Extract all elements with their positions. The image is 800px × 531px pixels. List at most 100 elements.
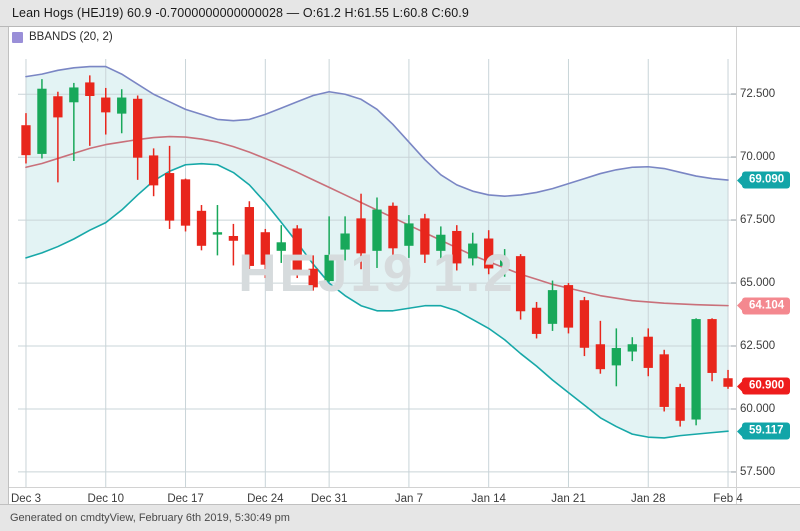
candlestick[interactable]	[515, 254, 526, 320]
candle-body	[595, 344, 606, 370]
candlestick[interactable]	[579, 296, 590, 357]
date-axis-tick-label: Dec 24	[247, 493, 284, 505]
candle-body	[563, 285, 574, 328]
price-axis-tick-label: 57.500	[740, 465, 776, 478]
candlestick[interactable]	[388, 202, 398, 261]
candlestick[interactable]	[212, 205, 223, 256]
candlestick[interactable]	[133, 95, 143, 180]
date-axis-tick-label: Dec 17	[167, 493, 204, 505]
candlestick[interactable]	[85, 75, 95, 146]
candlestick[interactable]	[707, 318, 717, 382]
candlestick[interactable]	[117, 89, 127, 134]
candlestick[interactable]	[595, 320, 606, 374]
candlestick[interactable]	[659, 349, 669, 412]
candle-body	[643, 336, 653, 368]
date-axis-line	[9, 487, 800, 488]
candle-body	[484, 238, 494, 269]
candle-body	[53, 96, 63, 118]
indicator-legend[interactable]: BBANDS (20, 2)	[12, 31, 113, 43]
candlestick[interactable]	[547, 280, 558, 331]
price-axis-tick-label: 65.000	[740, 277, 776, 290]
candle-body	[196, 210, 207, 246]
candle-body	[164, 173, 175, 221]
candle-body	[452, 230, 462, 264]
candlestick[interactable]	[196, 205, 207, 251]
price-axis-tick-label: 60.000	[740, 402, 776, 415]
candle-body	[499, 259, 510, 266]
candle-body	[180, 179, 191, 226]
candlestick[interactable]	[164, 145, 175, 229]
candlestick[interactable]	[244, 201, 255, 273]
candlestick[interactable]	[627, 337, 637, 362]
candlestick[interactable]	[53, 91, 63, 183]
candle-body	[707, 319, 717, 373]
candlestick[interactable]	[324, 216, 334, 282]
candle-body	[292, 228, 302, 271]
candlestick[interactable]	[292, 225, 302, 279]
price-axis-tick-mark	[731, 93, 736, 95]
candlestick[interactable]	[148, 148, 159, 197]
candlestick[interactable]	[499, 249, 510, 277]
candlestick[interactable]	[420, 213, 430, 263]
candle-body	[627, 344, 637, 352]
candlestick[interactable]	[563, 283, 574, 334]
price-axis: 72.500 70.000 67.500 65.000 62.500 60.000 57.5…	[731, 27, 800, 504]
candle-body	[21, 125, 31, 156]
price-axis-tick-mark	[731, 219, 736, 221]
candlestick[interactable]	[356, 193, 366, 270]
candlestick[interactable]	[180, 178, 191, 232]
candle-body	[276, 242, 286, 251]
candlestick[interactable]	[260, 228, 270, 279]
candle-body	[148, 155, 159, 186]
bollinger-bands-swatch-icon	[12, 31, 23, 43]
candlestick[interactable]	[611, 328, 621, 387]
price-axis-tick-mark	[731, 408, 736, 410]
candle-body	[436, 234, 446, 251]
price-axis-tick-mark	[731, 345, 736, 347]
date-axis-tick-label: Feb 4	[713, 493, 743, 505]
candle-body	[468, 243, 478, 259]
candlestick[interactable]	[675, 383, 685, 427]
candlestick[interactable]	[276, 225, 286, 263]
candle-body	[308, 268, 318, 288]
middle-band-value: 64.104	[736, 297, 791, 315]
candlestick[interactable]	[404, 215, 414, 258]
candle-body	[420, 218, 430, 255]
candlestick[interactable]	[468, 232, 478, 266]
candlestick[interactable]	[452, 225, 462, 271]
price-axis-divider	[736, 27, 737, 504]
footer-bar: Generated on cmdtyView, February 6th 201…	[0, 504, 800, 531]
upper-band-line	[25, 65, 729, 198]
candlestick[interactable]	[69, 82, 79, 161]
candlestick[interactable]	[21, 113, 31, 164]
date-axis-tick-label: Jan 28	[630, 493, 666, 505]
candle-body	[212, 232, 223, 235]
date-axis-tick-label: Jan 14	[471, 493, 506, 505]
price-axis-tick-label: 67.500	[740, 214, 776, 227]
price-axis-tick-mark	[731, 156, 736, 158]
candlestick[interactable]	[723, 369, 733, 389]
last-price-value: 60.900	[736, 377, 791, 395]
candlestick[interactable]	[372, 197, 382, 268]
candlestick[interactable]	[484, 230, 494, 275]
candlestick[interactable]	[308, 255, 318, 291]
candlestick[interactable]	[228, 223, 239, 266]
candlestick[interactable]	[37, 79, 47, 159]
candle-body	[85, 82, 95, 97]
candle-body	[675, 387, 685, 421]
price-axis-tick-mark	[731, 282, 736, 284]
price-plot-area[interactable]: HEJ19 1.2	[18, 59, 736, 487]
price-axis-tick-mark	[731, 471, 736, 473]
candlestick[interactable]	[436, 226, 446, 263]
quote-header-bar: Lean Hogs (HEJ19) 60.9 -0.70000000000000…	[0, 0, 800, 27]
candle-body	[228, 235, 239, 241]
candlestick[interactable]	[691, 318, 701, 426]
candle-body	[404, 223, 414, 246]
candlestick[interactable]	[531, 301, 542, 339]
lower-band-line	[25, 162, 729, 439]
candlestick[interactable]	[643, 328, 653, 377]
candle-body	[324, 254, 334, 282]
indicator-legend-label: BBANDS (20, 2)	[29, 31, 113, 43]
candlestick[interactable]	[340, 216, 350, 261]
candlestick[interactable]	[101, 87, 111, 135]
